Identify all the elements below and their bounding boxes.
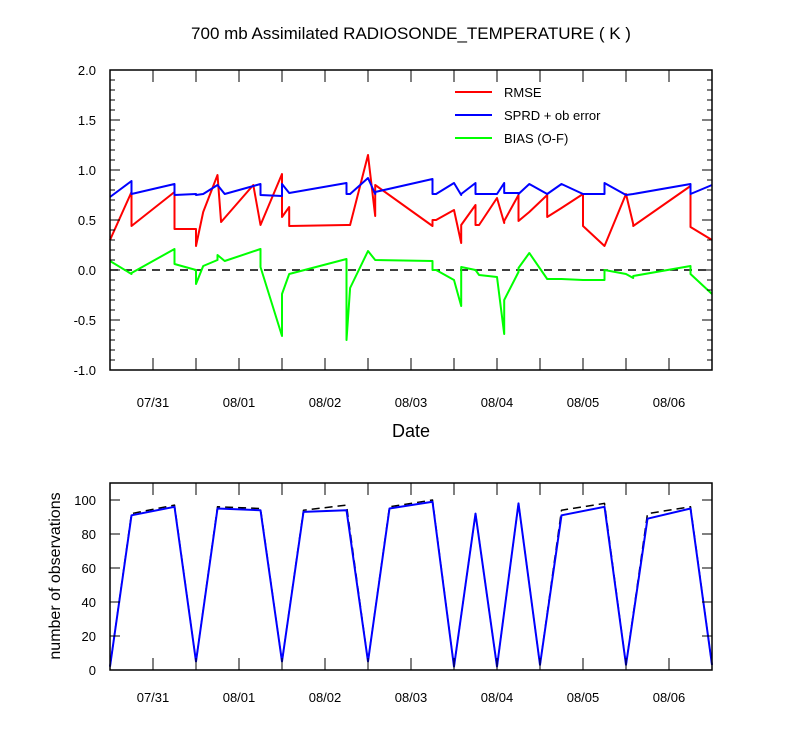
top-date-label: 08/03 [395, 395, 428, 410]
bottom-date-label: 08/06 [653, 690, 686, 705]
y-axis-title: number of observations [47, 492, 64, 659]
bottom-date-label: 08/03 [395, 690, 428, 705]
top-x-date-labels: 07/31 08/01 08/02 08/03 08/04 08/05 08/06 [137, 395, 686, 410]
bottom-date-label: 08/02 [309, 690, 342, 705]
top-series-line [109, 154, 713, 247]
top-series-group [109, 154, 713, 341]
bottom-date-label: 08/04 [481, 690, 514, 705]
top-y-tick-label: 2.0 [78, 63, 96, 78]
chart-title: 700 mb Assimilated RADIOSONDE_TEMPERATUR… [191, 24, 631, 43]
bottom-series-line [109, 499, 713, 668]
top-y-tick-label: 1.5 [78, 113, 96, 128]
top-series-line [109, 248, 713, 341]
bottom-date-label: 07/31 [137, 690, 170, 705]
top-plot-frame [109, 69, 713, 371]
bottom-y-tick-labels: 100 80 60 40 20 0 [74, 493, 96, 678]
bottom-y-tick-label: 0 [89, 663, 96, 678]
top-y-tick-label: -0.5 [74, 313, 96, 328]
bottom-y-tick-label: 20 [82, 629, 96, 644]
legend-label: BIAS (O-F) [504, 131, 568, 146]
top-chart: 700 mb Assimilated RADIOSONDE_TEMPERATUR… [74, 24, 713, 441]
bottom-y-tick-label: 100 [74, 493, 96, 508]
top-date-label: 08/02 [309, 395, 342, 410]
bottom-date-label: 08/01 [223, 690, 256, 705]
legend-label: SPRD + ob error [504, 108, 601, 123]
top-y-tick-labels: 2.0 1.5 1.0 0.5 0.0 -0.5 -1.0 [74, 63, 96, 378]
top-date-label: 08/05 [567, 395, 600, 410]
legend-label: RMSE [504, 85, 542, 100]
bottom-date-label: 08/05 [567, 690, 600, 705]
top-date-label: 07/31 [137, 395, 170, 410]
bottom-chart: 100 80 60 40 20 0 07/31 08/01 08/02 08/03 08/04 08… [47, 482, 713, 705]
bottom-series-line [109, 500, 713, 668]
top-y-tick-label: -1.0 [74, 363, 96, 378]
bottom-y-tick-label: 80 [82, 527, 96, 542]
top-y-tick-label: 0.0 [78, 263, 96, 278]
bottom-x-date-labels: 07/31 08/01 08/02 08/03 08/04 08/05 08/06 [137, 690, 686, 705]
top-date-label: 08/01 [223, 395, 256, 410]
top-y-tick-label: 1.0 [78, 163, 96, 178]
legend: RMSE SPRD + ob error BIAS (O-F) [455, 85, 601, 146]
bottom-y-tick-label: 40 [82, 595, 96, 610]
bottom-ticks-group [109, 483, 713, 671]
top-y-tick-label: 0.5 [78, 213, 96, 228]
bottom-series-group [109, 499, 713, 668]
bottom-plot-frame [109, 482, 713, 671]
top-ticks-group [109, 69, 713, 371]
bottom-y-tick-label: 60 [82, 561, 96, 576]
x-axis-title: Date [392, 421, 430, 441]
top-series-line [109, 177, 713, 198]
top-date-label: 08/06 [653, 395, 686, 410]
top-date-label: 08/04 [481, 395, 514, 410]
